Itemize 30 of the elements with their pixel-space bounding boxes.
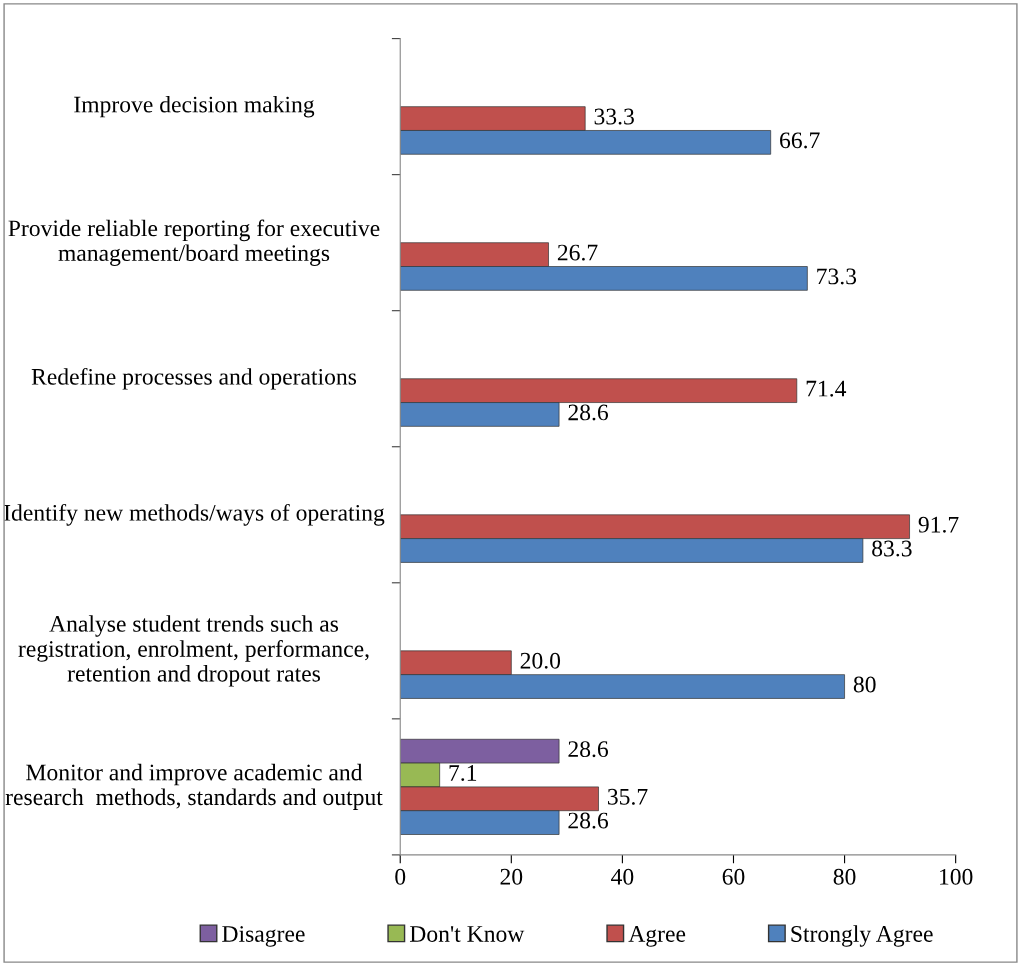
data-label: 80 (853, 676, 876, 693)
y-tick-label: Redefine processes and operations (31, 367, 357, 390)
data-label: 28.6 (568, 404, 609, 421)
data-label: 35.7 (607, 788, 648, 805)
y-tick-label: Provide reliable reporting for executive management/board meetings (8, 219, 380, 266)
x-tick-label: 80 (833, 868, 856, 885)
legend-label: Strongly Agree (791, 925, 933, 947)
data-label: 33.3 (594, 108, 634, 125)
y-tick-label: Improve decision making (74, 95, 315, 118)
x-tick-label: 20 (500, 868, 523, 885)
data-label: 71.4 (806, 380, 847, 397)
y-tick-label: Analyse student trends such as registration, enrolment, performance, retention and dropout rates (18, 615, 369, 687)
y-tick-label: Monitor and improve academic and research methods, standards and output (5, 763, 383, 810)
data-label: 28.6 (568, 741, 609, 758)
x-tick-label: 60 (722, 868, 745, 885)
x-tick-label: 0 (395, 868, 406, 885)
data-label: 83.3 (872, 540, 912, 557)
data-label: 66.7 (780, 132, 820, 149)
legend-label: Don't Know (409, 926, 525, 942)
y-tick-label: Identify new methods/ways of operating (4, 503, 385, 526)
data-label: 20.0 (520, 652, 561, 669)
x-tick-label: 40 (611, 868, 634, 885)
legend-label: Disagree (222, 926, 305, 947)
x-tick-label: 100 (940, 868, 973, 885)
data-label: 73.3 (817, 268, 857, 285)
data-label: 91.7 (918, 516, 959, 533)
data-label: 26.7 (557, 244, 598, 261)
legend-label: Agree (628, 926, 686, 947)
data-label: 28.6 (568, 812, 609, 829)
data-label: 7.1 (449, 765, 477, 781)
